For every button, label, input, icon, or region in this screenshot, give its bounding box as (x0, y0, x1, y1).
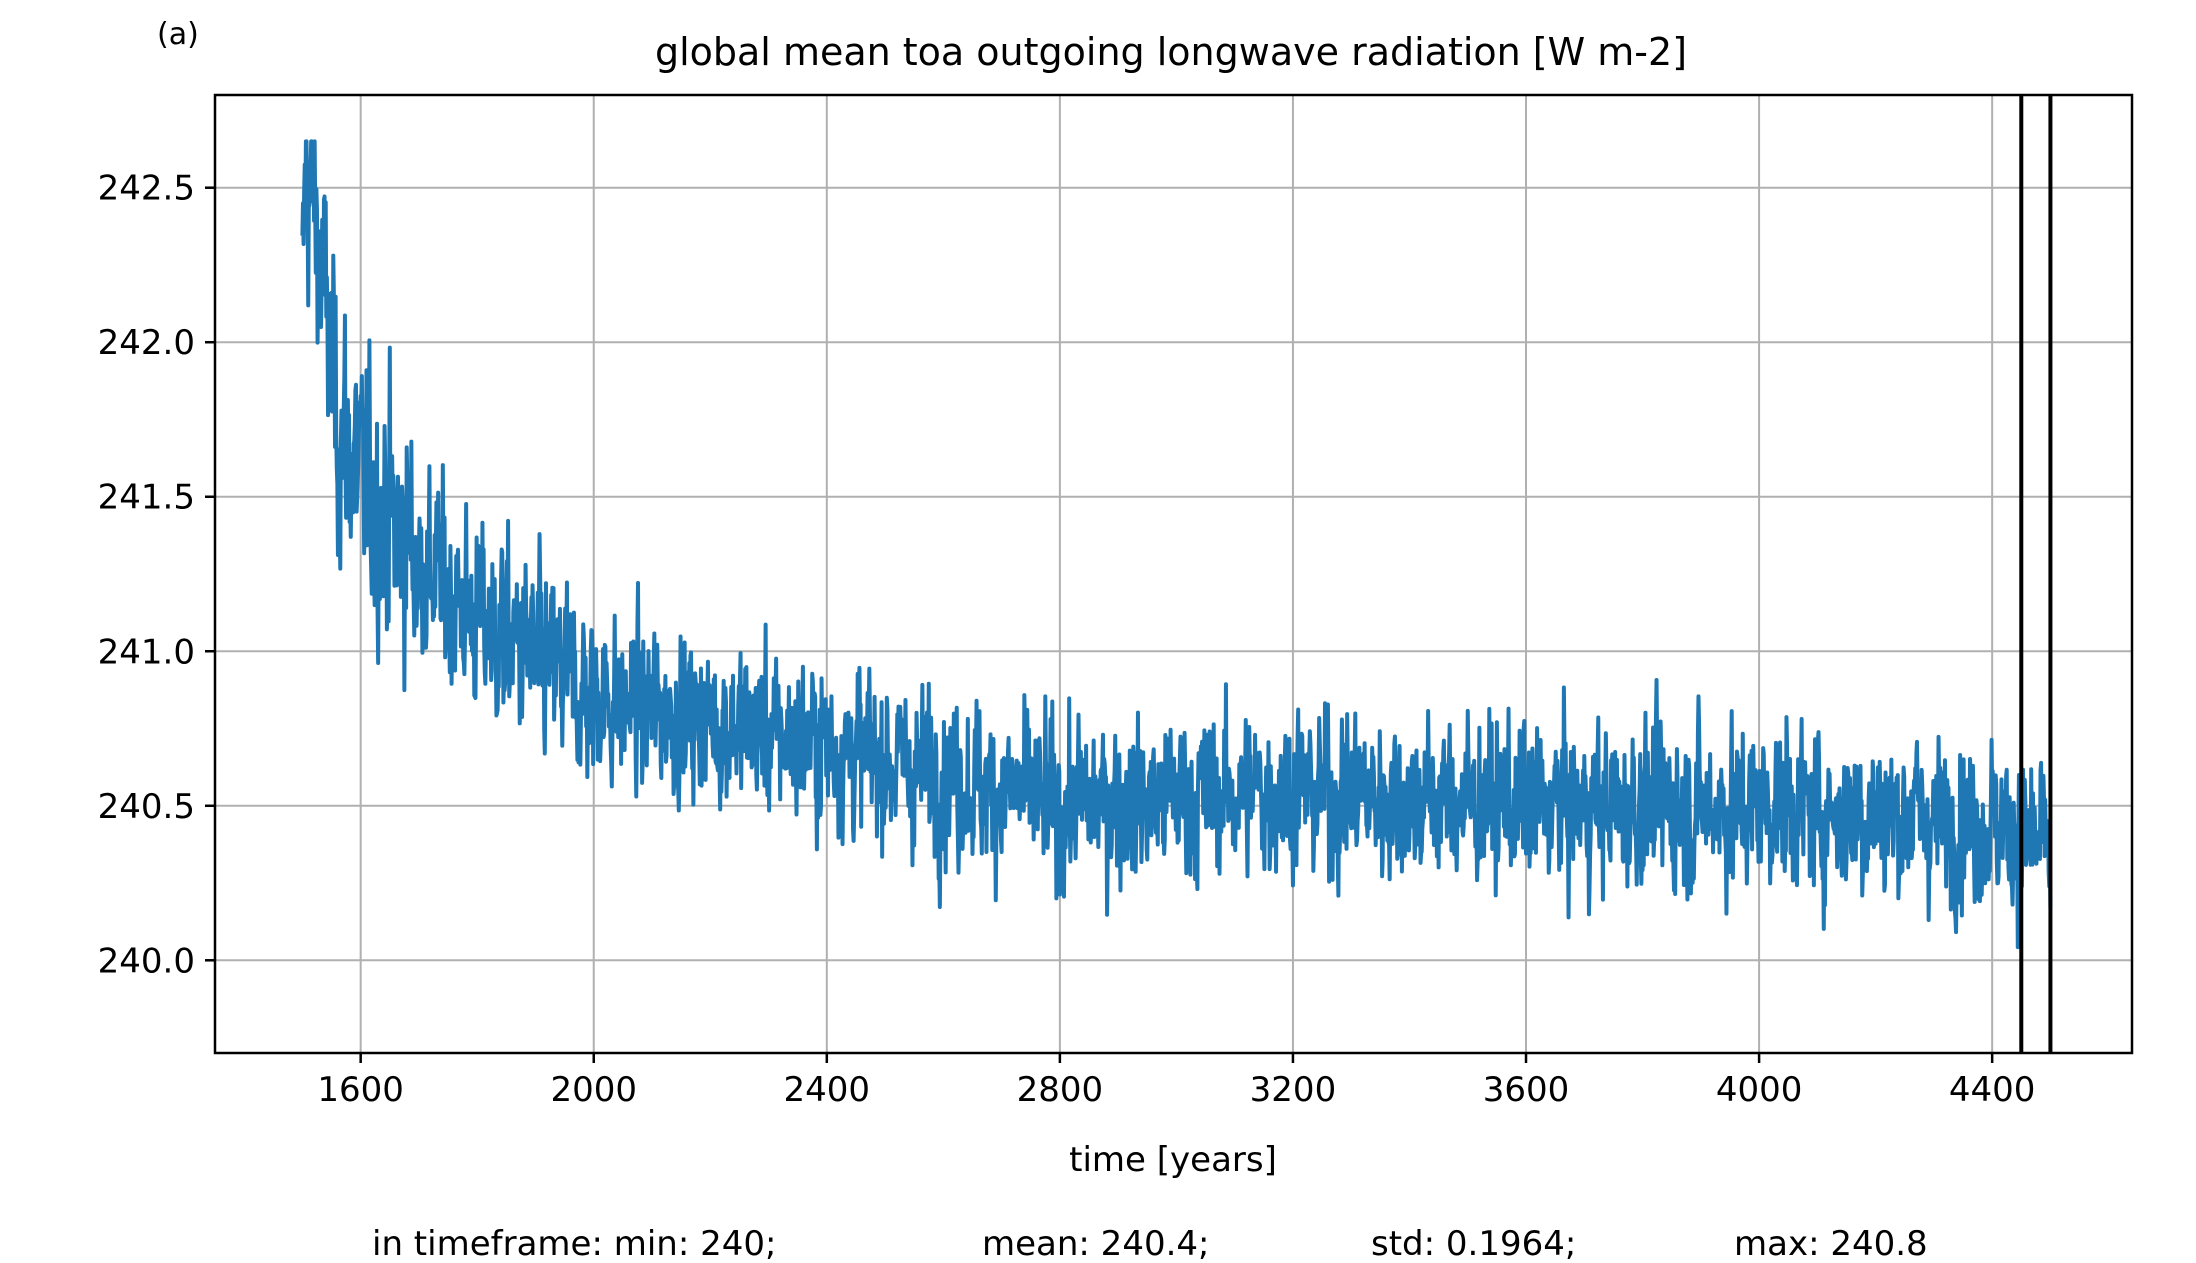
stats-std: std: 0.1964; (1371, 1224, 1576, 1263)
x-tick-label: 3600 (1483, 1070, 1570, 1110)
y-axis-ticks: 240.0 240.5 241.0 241.5 242.0 242.5 (98, 169, 215, 981)
x-axis-ticks: 1600 2000 2400 2800 3200 3600 4000 4400 (317, 1053, 2035, 1110)
y-tick-label: 241.0 (98, 632, 195, 672)
x-tick-label: 4400 (1949, 1070, 2036, 1110)
x-axis-label: time [years] (1069, 1140, 1277, 1180)
series-layer (300, 139, 2053, 950)
y-tick-label: 242.5 (98, 169, 195, 209)
stats-max: max: 240.8 (1734, 1224, 1928, 1263)
x-tick-label: 2400 (784, 1070, 871, 1110)
plot-frame (213, 93, 2134, 1055)
x-tick-label: 1600 (317, 1070, 404, 1110)
x-tick-label: 3200 (1250, 1070, 1337, 1110)
y-tick-label: 240.5 (98, 787, 195, 827)
x-tick-label: 4000 (1716, 1070, 1803, 1110)
x-tick-label: 2000 (550, 1070, 637, 1110)
y-tick-label: 240.0 (98, 941, 195, 981)
panel-label: (a) (157, 17, 199, 52)
y-tick-label: 241.5 (98, 478, 195, 518)
stats-line: in timeframe: min: 240; mean: 240.4; std… (372, 1224, 1928, 1263)
series-line (300, 139, 2053, 950)
vertical-markers (2019, 95, 2053, 1053)
chart-title: global mean toa outgoing longwave radiat… (655, 30, 1687, 74)
stats-mean: mean: 240.4; (982, 1224, 1209, 1263)
y-tick-label: 242.0 (98, 323, 195, 363)
stats-min: in timeframe: min: 240; (372, 1224, 776, 1263)
x-tick-label: 2800 (1017, 1070, 1104, 1110)
